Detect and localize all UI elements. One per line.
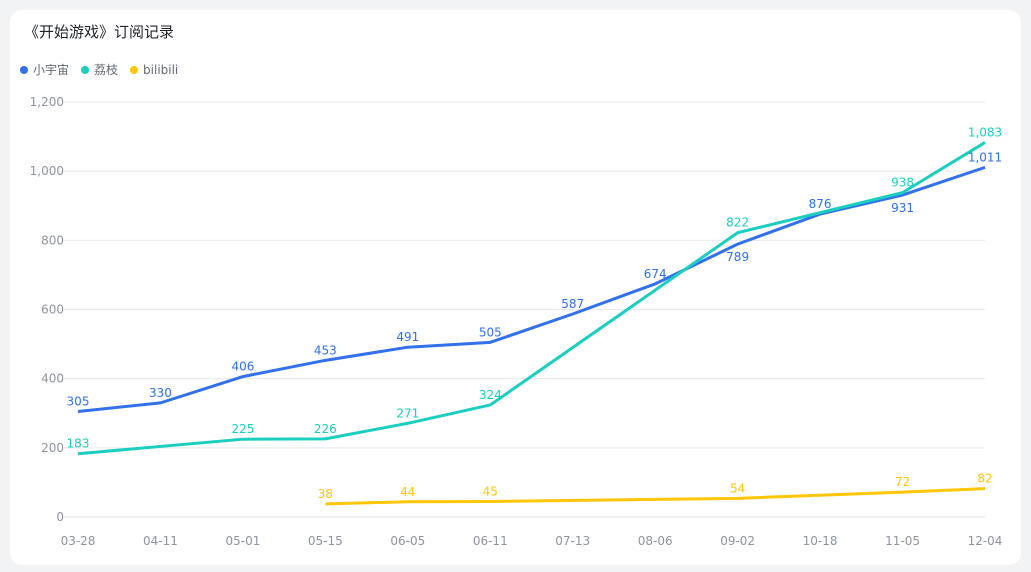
- y-tick-label: 200: [41, 441, 64, 455]
- data-label: 330: [149, 386, 172, 400]
- chart-title: 《开始游戏》订阅记录: [24, 23, 175, 41]
- x-tick-label: 08-06: [638, 534, 673, 548]
- x-tick-label: 05-01: [225, 534, 260, 548]
- data-label: 72: [895, 475, 910, 489]
- data-label: 491: [396, 330, 419, 344]
- data-label: 1,011: [968, 150, 1002, 164]
- data-label: 674: [644, 267, 667, 281]
- data-label: 505: [479, 325, 502, 339]
- data-label: 44: [400, 485, 415, 499]
- data-label: 931: [891, 201, 914, 215]
- data-label: 271: [396, 406, 419, 420]
- legend-dot-icon: [20, 65, 28, 74]
- data-label: 225: [231, 422, 254, 436]
- x-tick-label: 07-13: [555, 534, 590, 548]
- y-tick-label: 800: [41, 233, 64, 247]
- x-tick-label: 04-11: [143, 534, 178, 548]
- series-line-2: [325, 487, 986, 506]
- data-label: 789: [726, 250, 749, 264]
- y-tick-label: 1,200: [30, 95, 64, 109]
- data-label: 587: [561, 297, 584, 311]
- x-tick-label: 05-15: [308, 534, 343, 548]
- x-tick-label: 06-05: [390, 534, 425, 548]
- data-label: 38: [318, 487, 333, 501]
- y-tick-label: 0: [56, 510, 64, 524]
- x-tick-label: 12-04: [968, 534, 1003, 548]
- data-label: 45: [483, 484, 498, 498]
- series-line-0: [77, 165, 986, 414]
- data-label: 453: [314, 343, 337, 357]
- data-label: 938: [891, 176, 914, 190]
- data-label: 876: [809, 197, 832, 211]
- data-label: 305: [67, 395, 90, 409]
- data-label: 406: [231, 360, 254, 374]
- x-tick-label: 03-28: [61, 534, 96, 548]
- legend-dot-icon: [130, 65, 139, 74]
- data-label: 226: [314, 422, 337, 436]
- series-line-1: [77, 141, 986, 456]
- legend-dot-icon: [81, 65, 90, 74]
- data-label: 822: [726, 216, 749, 230]
- legend-item-lizhi[interactable]: 荔枝: [81, 61, 118, 78]
- data-label: 82: [977, 472, 992, 486]
- legend: 小宇宙 荔枝 bilibili: [20, 61, 178, 78]
- data-label: 183: [67, 437, 90, 451]
- data-label: 324: [479, 388, 502, 402]
- x-tick-label: 06-11: [473, 534, 508, 548]
- data-label: 54: [730, 481, 745, 495]
- legend-item-bilibili[interactable]: bilibili: [130, 61, 178, 78]
- x-tick-label: 11-05: [885, 534, 920, 548]
- y-tick-label: 400: [41, 372, 64, 386]
- legend-item-xiaoyuzhou[interactable]: 小宇宙: [20, 61, 69, 78]
- y-tick-label: 1,000: [30, 164, 64, 178]
- x-tick-label: 09-02: [720, 534, 755, 548]
- data-label: 1,083: [968, 125, 1002, 139]
- x-tick-label: 10-18: [803, 534, 838, 548]
- y-tick-label: 600: [41, 303, 64, 317]
